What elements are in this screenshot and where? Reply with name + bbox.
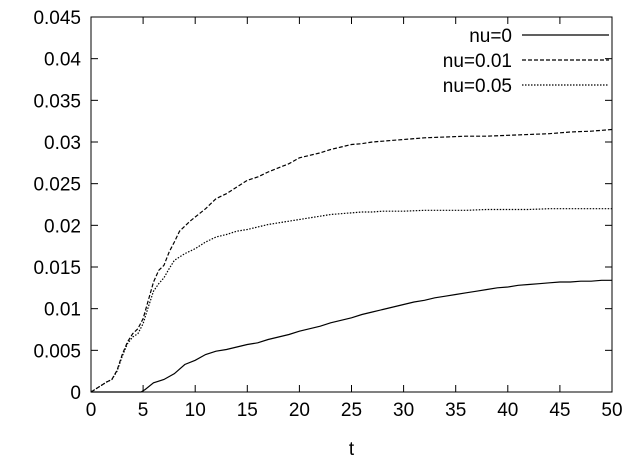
x-tick-label: 45 bbox=[549, 400, 570, 421]
legend-label: nu=0.01 bbox=[443, 51, 512, 72]
y-tick-label: 0.035 bbox=[33, 91, 81, 112]
legend: nu=0 nu=0.01 nu=0.05 bbox=[443, 26, 609, 97]
legend-label: nu=0.05 bbox=[443, 76, 512, 97]
y-tick-label: 0.01 bbox=[44, 300, 81, 321]
x-tick-label: 0 bbox=[86, 400, 97, 421]
y-tick-label: 0.025 bbox=[33, 175, 81, 196]
y-tick-label: 0.02 bbox=[44, 216, 81, 237]
y-tick-label: 0.005 bbox=[33, 341, 81, 362]
series-line-solid bbox=[91, 279, 612, 393]
x-tick-label: 40 bbox=[497, 400, 518, 421]
x-tick-label: 10 bbox=[185, 400, 206, 421]
x-tick-label: 35 bbox=[445, 400, 466, 421]
y-tick-label: 0.015 bbox=[33, 258, 81, 279]
x-tick-label: 30 bbox=[393, 400, 414, 421]
legend-label: nu=0 bbox=[469, 26, 512, 47]
x-tick-label: 25 bbox=[341, 400, 362, 421]
x-tick-label: 20 bbox=[289, 400, 310, 421]
x-tick-label: 15 bbox=[237, 400, 258, 421]
x-tick-label: 5 bbox=[138, 400, 149, 421]
series-line-dotted bbox=[90, 208, 612, 393]
y-tick-label: 0 bbox=[70, 383, 81, 404]
y-tick-label: 0.03 bbox=[44, 133, 81, 154]
y-tick-label: 0.045 bbox=[33, 8, 81, 29]
y-tick-label: 0.04 bbox=[44, 50, 81, 71]
x-tick-label: 50 bbox=[601, 400, 622, 421]
x-axis-title: t bbox=[349, 439, 355, 460]
